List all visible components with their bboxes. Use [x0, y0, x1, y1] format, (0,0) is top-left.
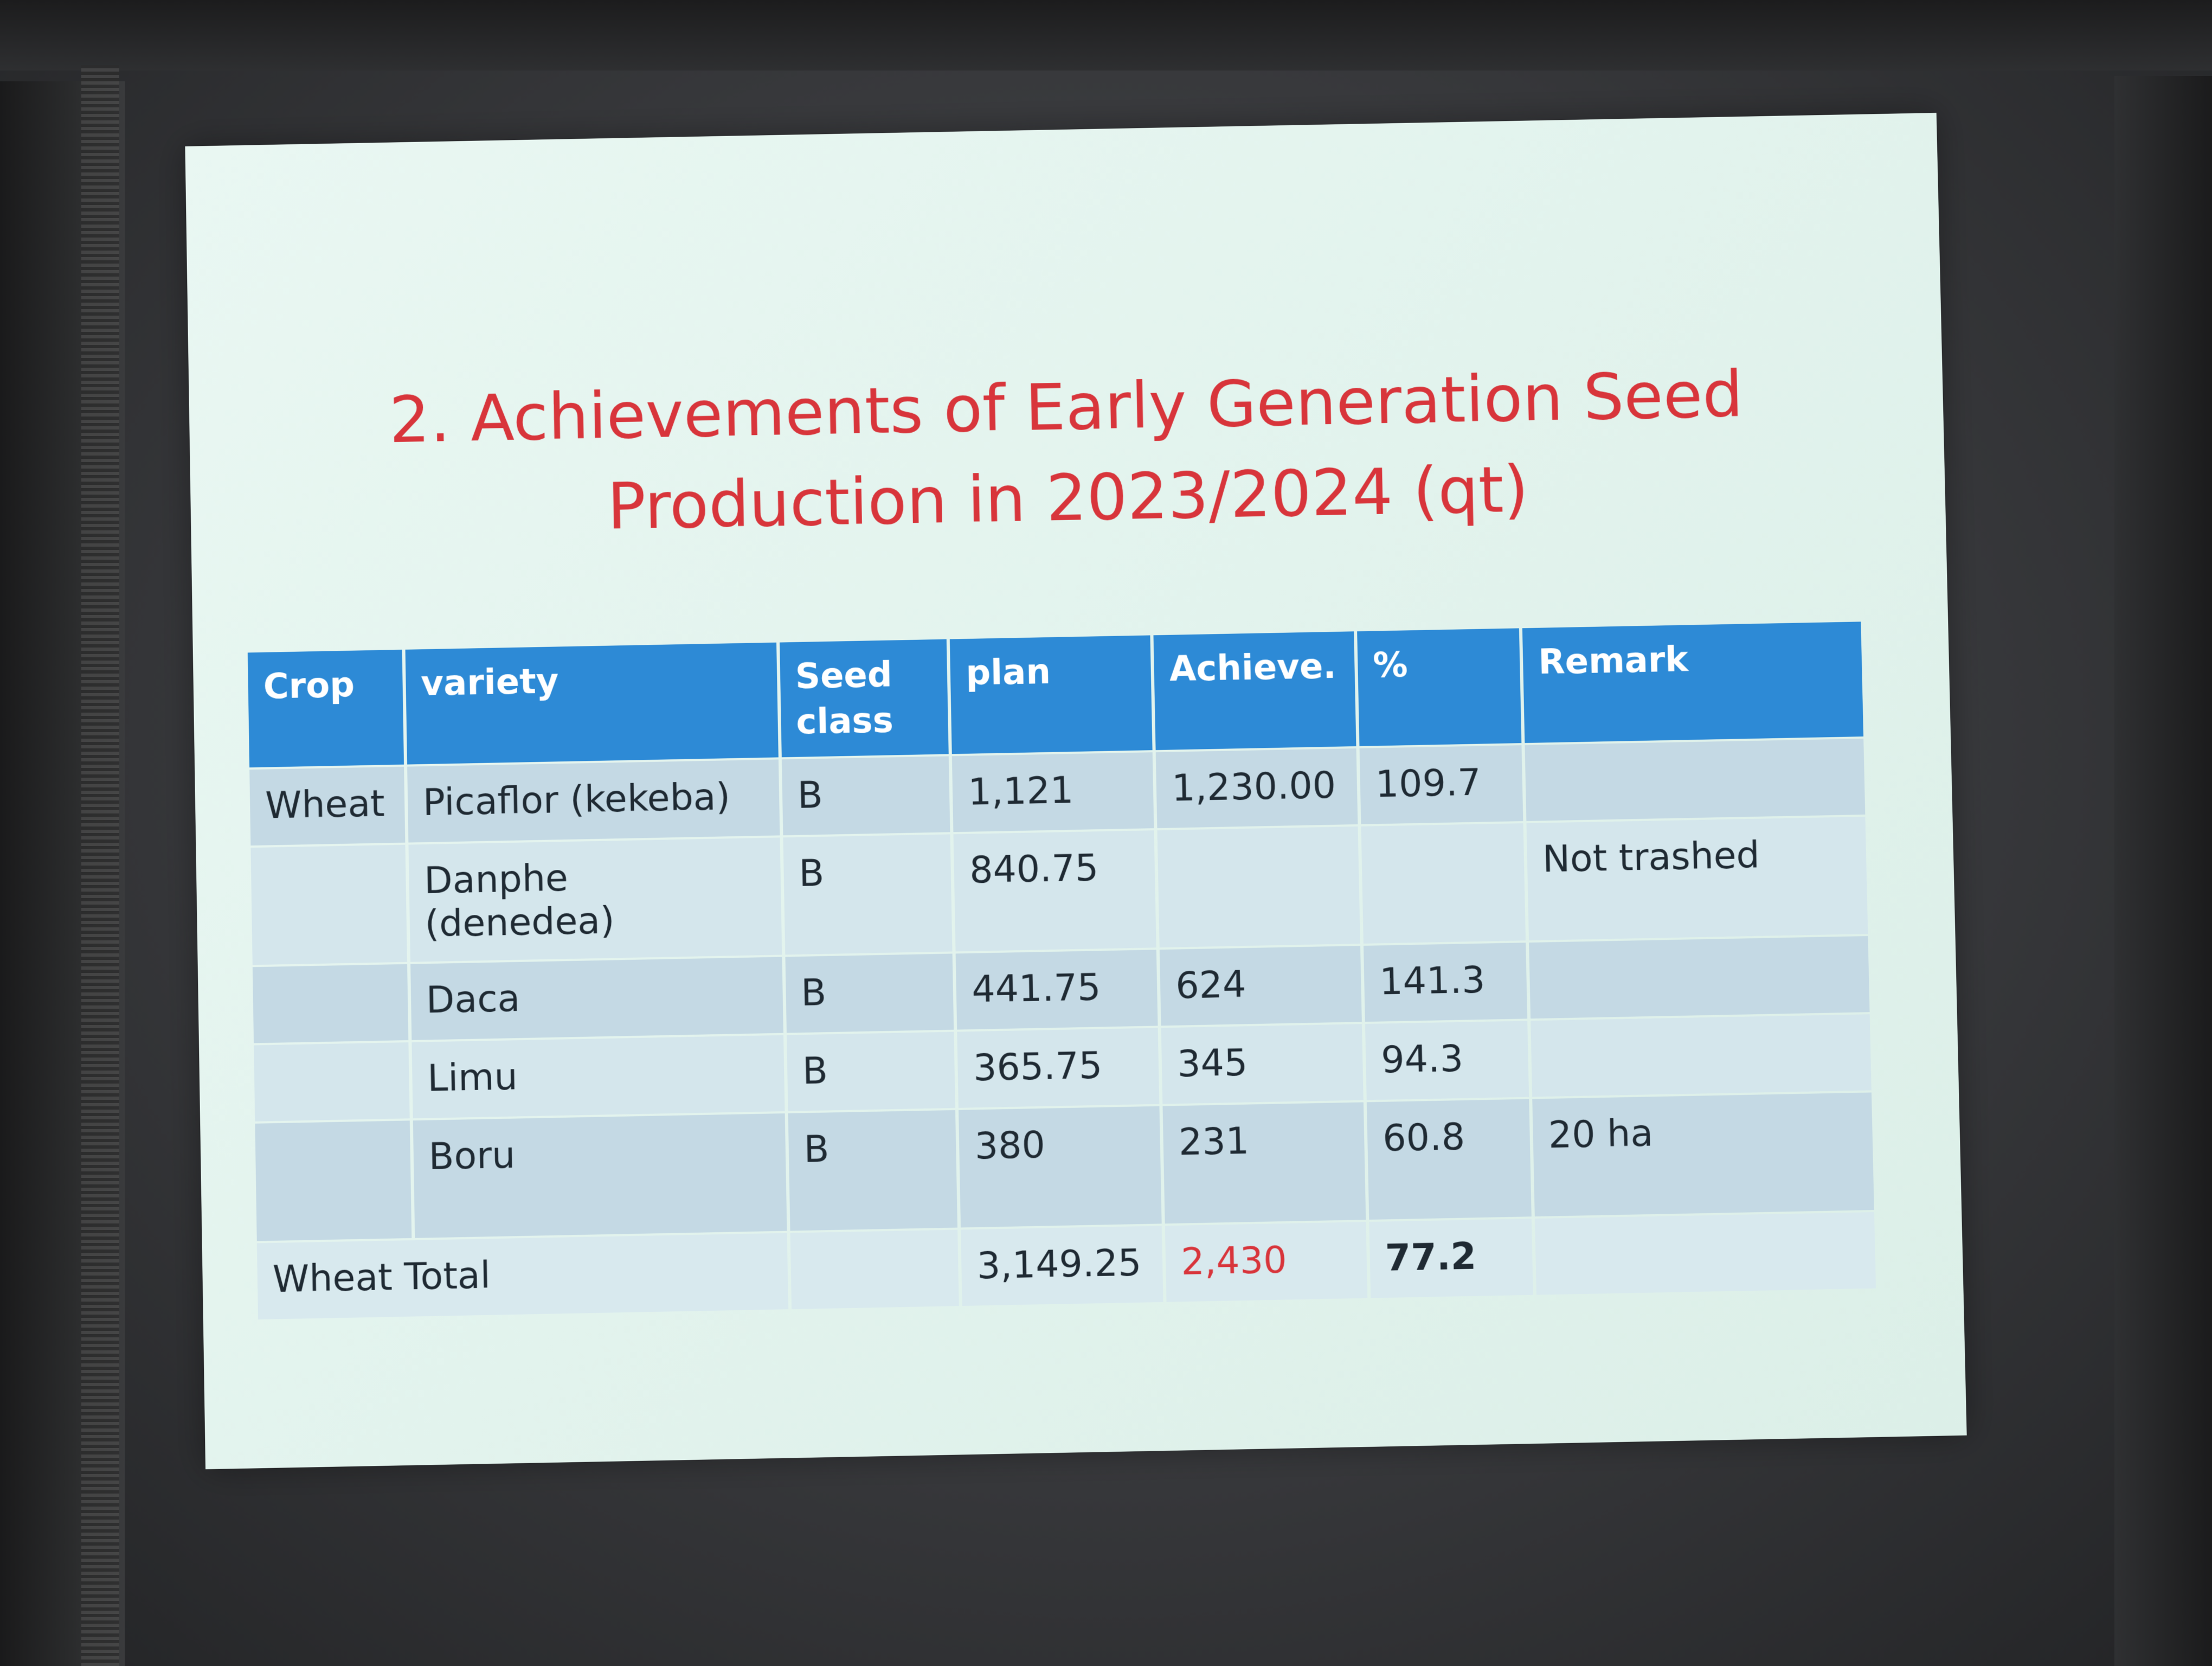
- cell-plan: 365.75: [957, 1028, 1160, 1107]
- cell-percent: 109.7: [1360, 745, 1523, 824]
- cell-seed-class: B: [785, 953, 954, 1033]
- projector-screen: 2. Achievements of Early Generation Seed…: [185, 113, 1966, 1469]
- right-wall-panel: [2114, 76, 2212, 1666]
- header-seed-class-line-1: Seed: [795, 655, 892, 697]
- slide-title: 2. Achievements of Early Generation Seed…: [189, 345, 1946, 560]
- cell-plan: 1,121: [952, 752, 1154, 832]
- cell-achieve: 624: [1160, 946, 1362, 1026]
- cell-percent: 94.3: [1365, 1021, 1529, 1100]
- cell-variety: Limu: [411, 1035, 785, 1118]
- total-percent: 77.2: [1369, 1219, 1534, 1298]
- cell-plan: 441.75: [956, 950, 1158, 1029]
- seed-production-table: Crop variety Seed class plan Achieve. % …: [245, 619, 1879, 1322]
- cell-variety: Picaflor (kekeba): [407, 759, 780, 842]
- cell-achieve: [1158, 826, 1360, 947]
- cell-seed-class: B: [783, 834, 953, 954]
- left-curtain-edge: [81, 65, 119, 1666]
- header-remark: Remark: [1522, 621, 1863, 743]
- cell-remark: [1529, 936, 1869, 1018]
- header-variety: variety: [405, 643, 778, 765]
- cell-percent: [1361, 823, 1526, 944]
- header-plan: plan: [950, 635, 1153, 754]
- cell-crop: Wheat: [249, 767, 405, 845]
- cell-percent: 141.3: [1364, 943, 1527, 1022]
- cell-crop: [250, 845, 407, 965]
- cell-seed-class: B: [788, 1110, 957, 1231]
- total-seed-class: [790, 1230, 959, 1309]
- header-seed-class-line-2: class: [796, 700, 894, 742]
- cell-remark: Not trashed: [1527, 817, 1868, 940]
- total-plan: 3,149.25: [961, 1226, 1163, 1306]
- cell-plan: 840.75: [954, 830, 1156, 951]
- cell-variety: Danphe (denedea): [408, 837, 782, 962]
- cell-crop: [255, 1120, 411, 1241]
- header-percent: %: [1357, 628, 1521, 746]
- cell-crop: [253, 964, 408, 1043]
- header-crop: Crop: [248, 650, 404, 767]
- cell-variety: Boru: [413, 1113, 787, 1238]
- cell-crop: [254, 1042, 409, 1122]
- cell-remark: [1531, 1014, 1871, 1097]
- cell-remark: [1525, 739, 1866, 821]
- cell-achieve: 231: [1163, 1102, 1366, 1223]
- total-achieve: 2,430: [1165, 1222, 1367, 1302]
- cell-percent: 60.8: [1367, 1099, 1532, 1220]
- total-remark: [1535, 1212, 1876, 1295]
- header-achieve: Achieve.: [1154, 631, 1356, 750]
- header-seed-class: Seed class: [780, 639, 949, 758]
- cell-seed-class: B: [787, 1032, 956, 1111]
- cell-plan: 380: [959, 1106, 1161, 1228]
- cell-seed-class: B: [782, 756, 950, 835]
- cell-achieve: 1,230.00: [1156, 748, 1358, 828]
- cell-achieve: 345: [1161, 1024, 1364, 1104]
- cell-remark: 20 ha: [1532, 1092, 1874, 1216]
- total-label: Wheat Total: [257, 1233, 788, 1319]
- ceiling-edge: [0, 0, 2212, 71]
- cell-variety: Daca: [410, 957, 783, 1040]
